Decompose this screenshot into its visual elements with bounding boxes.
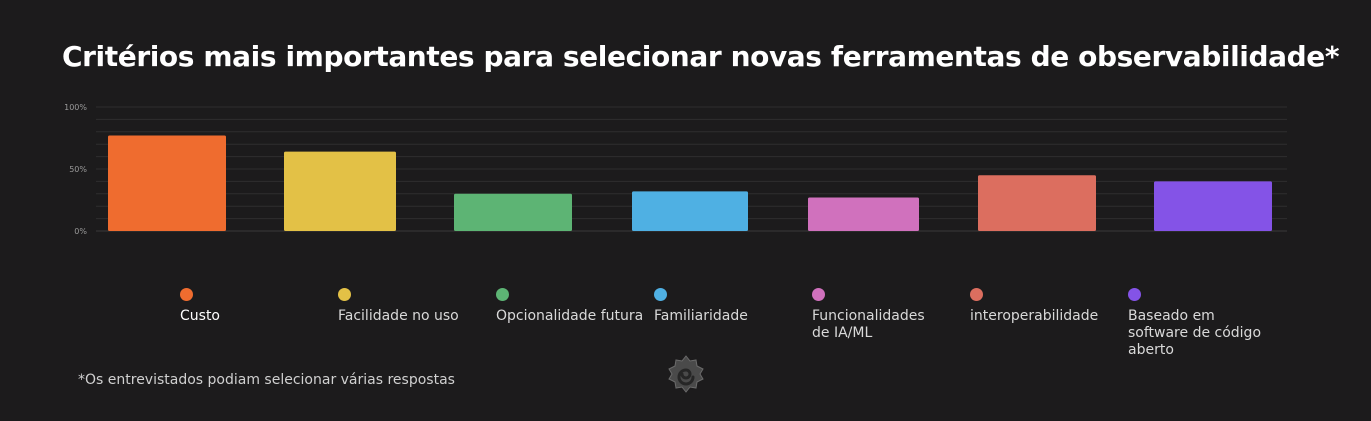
bar-3[interactable]	[454, 193, 572, 231]
legend-label: Facilidade no uso	[338, 308, 459, 324]
legend-label: Custo	[180, 308, 220, 324]
legend-item[interactable]: Baseado em software de código aberto	[1128, 288, 1278, 359]
bar-6[interactable]	[978, 175, 1096, 231]
legend-item[interactable]: Facilidade no uso	[338, 288, 459, 325]
bar-5[interactable]	[808, 197, 919, 231]
legend-label: Baseado em software de código aberto	[1128, 308, 1262, 358]
legend-swatch	[338, 288, 351, 301]
grafana-logo-icon	[668, 355, 704, 393]
legend-swatch	[496, 288, 509, 301]
legend-swatch	[1128, 288, 1141, 301]
legend-swatch	[970, 288, 983, 301]
bar-7[interactable]	[1154, 181, 1272, 231]
legend-item[interactable]: Custo	[180, 288, 220, 325]
bar-4[interactable]	[632, 191, 748, 231]
y-tick-label: 100%	[64, 103, 87, 112]
legend-item[interactable]: Familiaridade	[654, 288, 748, 325]
bar-2[interactable]	[284, 151, 396, 231]
bar-chart: 100% 50% 0%	[64, 103, 1287, 236]
legend-swatch	[180, 288, 193, 301]
legend-label: Familiaridade	[654, 308, 748, 324]
legend-item[interactable]: Opcionalidade futura	[496, 288, 643, 325]
bar-1[interactable]	[108, 135, 226, 231]
y-tick-label: 50%	[69, 165, 87, 174]
legend-item[interactable]: Funcionalidades de IA/ML	[812, 288, 932, 342]
footnote: *Os entrevistados podiam selecionar vári…	[78, 372, 455, 388]
legend-label: interoperabilidade	[970, 308, 1099, 324]
legend-swatch	[812, 288, 825, 301]
legend-label: Funcionalidades de IA/ML	[812, 308, 925, 341]
legend-label: Opcionalidade futura	[496, 308, 644, 324]
y-tick-label: 0%	[74, 227, 87, 236]
chart-title: Critérios mais importantes para selecion…	[62, 40, 1340, 73]
legend-item[interactable]: interoperabilidade	[970, 288, 1098, 325]
legend-swatch	[654, 288, 667, 301]
